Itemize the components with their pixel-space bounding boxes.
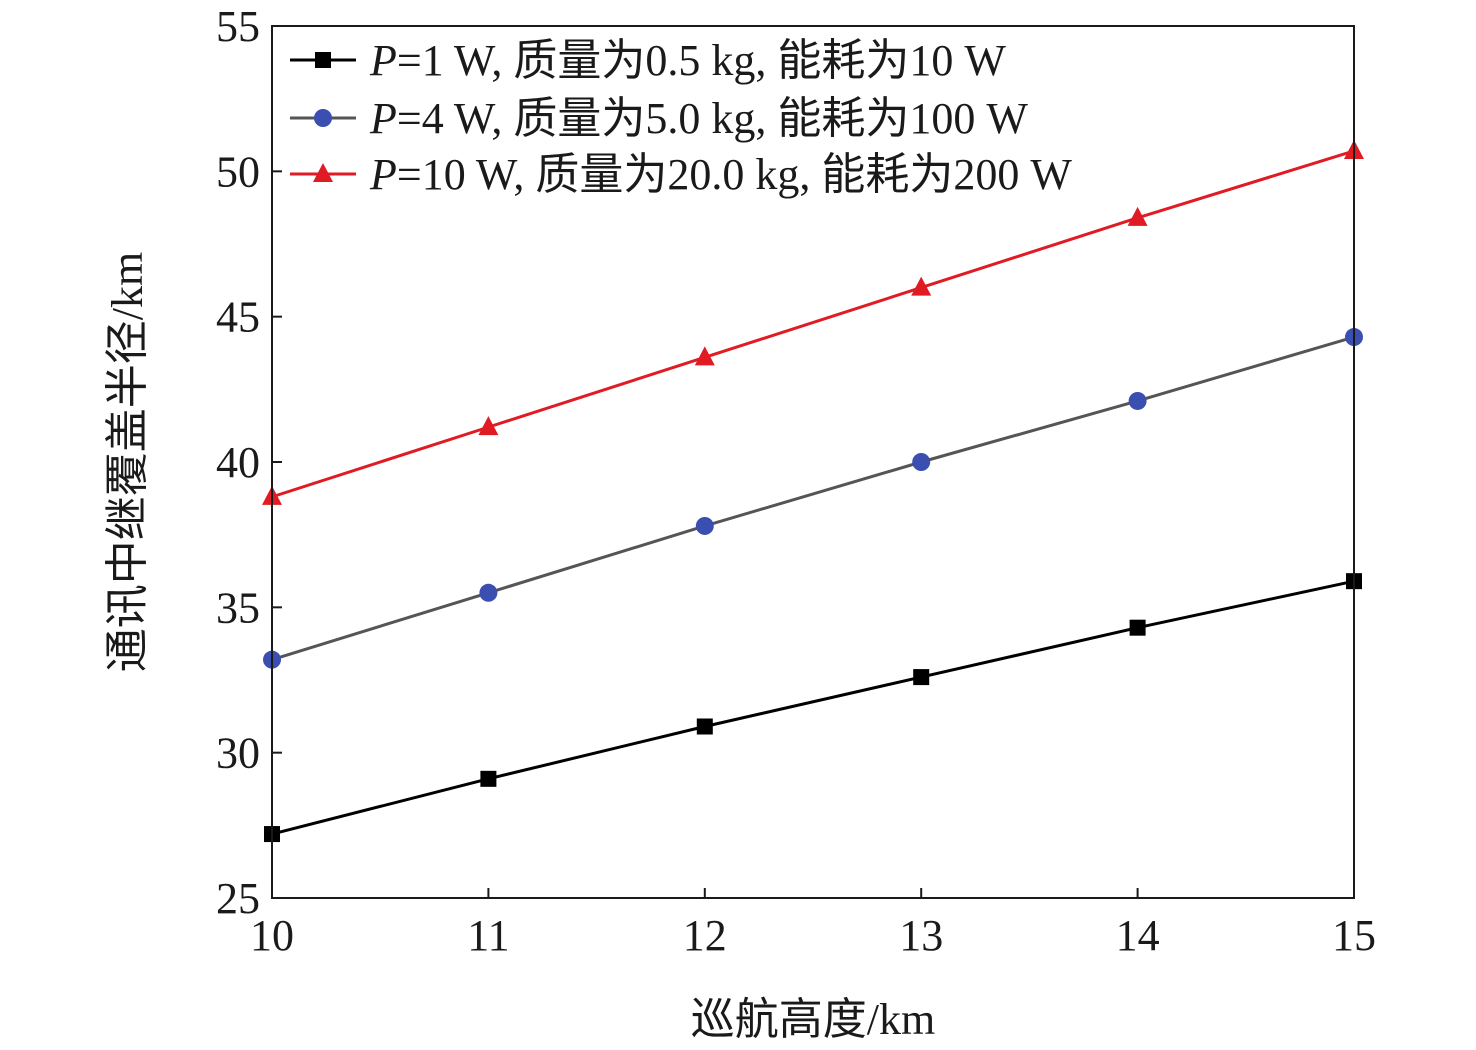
legend-item: P=4 W, 质量为5.0 kg, 能耗为100 W xyxy=(290,94,1028,143)
data-point-circle xyxy=(479,583,498,602)
series-layer xyxy=(262,139,1364,843)
y-tick-label: 50 xyxy=(216,147,260,196)
x-axis: 10 11 12 13 14 15 xyxy=(250,888,1376,960)
data-point-triangle xyxy=(694,346,715,366)
legend-item: P=10 W, 质量为20.0 kg, 能耗为200 W xyxy=(290,150,1072,199)
data-point-square xyxy=(1129,619,1146,636)
y-tick-label: 45 xyxy=(216,293,260,342)
legend-variable: P xyxy=(369,150,397,199)
y-tick-label: 40 xyxy=(216,438,260,487)
x-tick-label: 12 xyxy=(683,911,727,960)
data-point-circle xyxy=(1128,391,1147,410)
legend: P=1 W, 质量为0.5 kg, 能耗为10 WP=4 W, 质量为5.0 k… xyxy=(290,36,1072,199)
series-line xyxy=(271,579,1355,836)
legend-variable: P xyxy=(369,94,397,143)
data-point-triangle xyxy=(911,276,932,296)
series-2 xyxy=(263,328,1363,669)
legend-marker-square xyxy=(315,52,331,68)
legend-description: =4 W, 质量为5.0 kg, 能耗为100 W xyxy=(397,94,1029,143)
data-point-circle xyxy=(912,453,931,471)
x-tick-label: 13 xyxy=(899,911,943,960)
legend-variable: P xyxy=(369,36,397,85)
x-tick-label: 14 xyxy=(1116,911,1160,960)
legend-item: P=1 W, 质量为0.5 kg, 能耗为10 W xyxy=(290,36,1006,85)
legend-description: =1 W, 质量为0.5 kg, 能耗为10 W xyxy=(397,36,1007,85)
y-tick-label: 25 xyxy=(216,874,260,923)
data-point-circle xyxy=(695,516,714,535)
y-axis-title: 通讯中继覆盖半径/km xyxy=(103,252,152,672)
y-tick-label: 55 xyxy=(216,2,260,51)
legend-description: =10 W, 质量为20.0 kg, 能耗为200 W xyxy=(397,150,1073,199)
x-tick-label: 11 xyxy=(467,911,509,960)
legend-marker-triangle xyxy=(313,163,333,182)
x-axis-title: 巡航高度/km xyxy=(691,995,935,1044)
legend-label: P=1 W, 质量为0.5 kg, 能耗为10 W xyxy=(369,36,1006,85)
plot-frame xyxy=(271,25,1355,899)
legend-label: P=10 W, 质量为20.0 kg, 能耗为200 W xyxy=(369,150,1072,199)
x-tick-label: 10 xyxy=(250,911,294,960)
series-line xyxy=(271,149,1355,499)
y-tick-label: 30 xyxy=(216,729,260,778)
data-point-square xyxy=(913,669,930,686)
series-line xyxy=(271,335,1355,662)
data-point-square xyxy=(480,770,497,787)
data-point-triangle xyxy=(478,416,499,436)
y-tick-label: 35 xyxy=(216,583,260,632)
x-tick-label: 15 xyxy=(1332,911,1376,960)
legend-marker-circle xyxy=(314,109,332,127)
y-axis: 25 30 35 40 45 50 55 xyxy=(216,2,282,923)
data-point-triangle xyxy=(1127,206,1148,226)
legend-label: P=4 W, 质量为5.0 kg, 能耗为100 W xyxy=(369,94,1028,143)
data-point-square xyxy=(696,718,713,735)
